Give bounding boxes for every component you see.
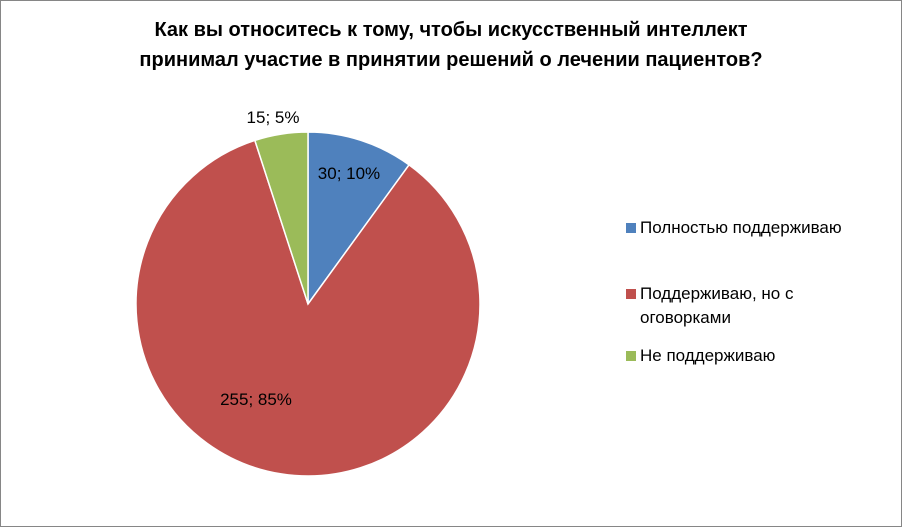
slice-do-not-support bbox=[253, 131, 309, 305]
legend-swatch-support-with-reservations bbox=[626, 289, 636, 299]
data-label-do-not-support: 15; 5% bbox=[247, 108, 300, 127]
legend-swatch-fully-support bbox=[626, 223, 636, 233]
chart-title-line-2: принимал участие в принятии решений о ле… bbox=[139, 49, 763, 71]
slice-support-with-reservations bbox=[135, 139, 481, 477]
legend-label-do-not-support: Не поддерживаю bbox=[640, 346, 776, 365]
data-label-fully-support: 30; 10% bbox=[318, 164, 380, 183]
legend-label-support-with-reservations: Поддерживаю, но с оговорками bbox=[640, 284, 794, 327]
data-label-support-with-reservations: 255; 85% bbox=[220, 390, 292, 409]
chart-title: Как вы относитесь к тому, чтобы искусств… bbox=[91, 15, 811, 75]
legend-swatch-do-not-support bbox=[626, 351, 636, 361]
chart-title-line-1: Как вы относитесь к тому, чтобы искусств… bbox=[154, 19, 748, 41]
slice-fully-support bbox=[307, 131, 411, 307]
legend-label-fully-support: Полностью поддерживаю bbox=[640, 218, 842, 237]
